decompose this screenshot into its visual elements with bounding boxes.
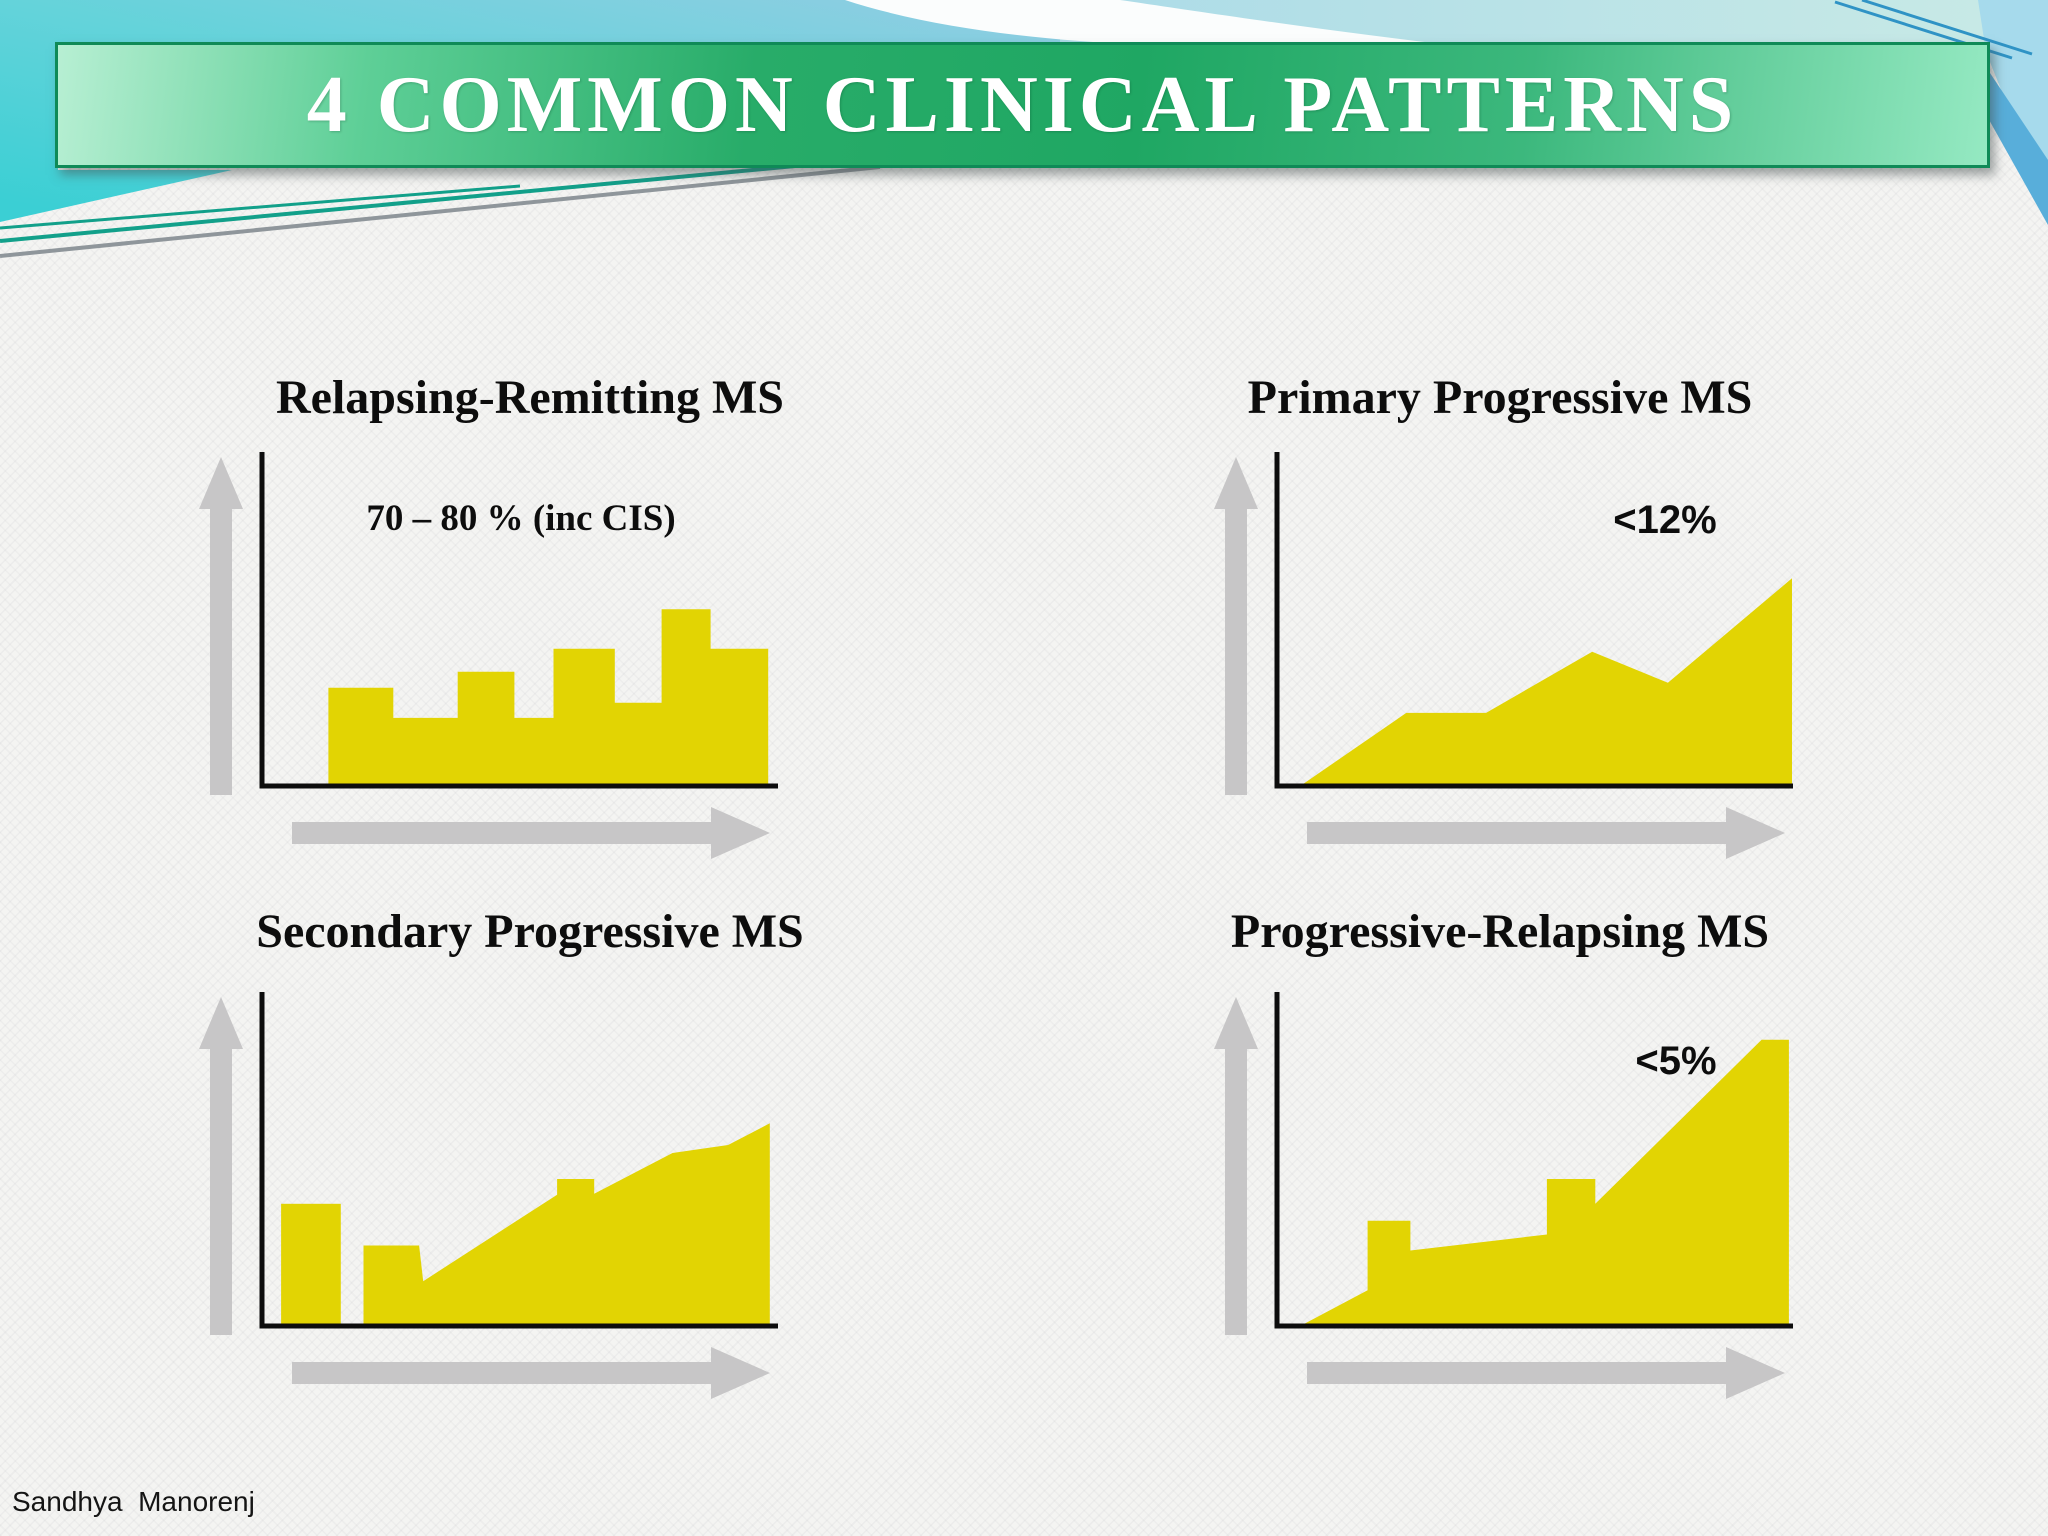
- chart-prms: [1214, 992, 1793, 1399]
- bg-teal-line-2: [0, 184, 521, 230]
- series-area: [328, 609, 769, 786]
- up-arrow-icon: [1214, 457, 1258, 795]
- series-area: [1300, 1039, 1789, 1326]
- right-arrow-icon: [292, 1347, 770, 1399]
- annotation-rrms: 70 – 80 % (inc CIS): [366, 498, 676, 539]
- chart-spms: [199, 992, 778, 1399]
- bg-teal-line-1: [0, 156, 881, 243]
- series-area: [1300, 578, 1792, 786]
- chart-title-prms: Progressive-Relapsing MS: [1230, 905, 1770, 958]
- series-polygon: [328, 609, 769, 786]
- bg-swoosh: [845, 0, 1470, 47]
- chart-rrms: [199, 452, 778, 859]
- right-arrow-icon: [292, 807, 770, 859]
- annotation-prms: <5%: [1635, 1039, 1717, 1083]
- chart-ppms: [1214, 452, 1793, 859]
- up-arrow-icon: [1214, 997, 1258, 1335]
- up-arrow-icon: [199, 997, 243, 1335]
- annotation-ppms: <12%: [1613, 498, 1717, 542]
- up-arrow-icon: [199, 457, 243, 795]
- right-arrow-icon: [1307, 807, 1785, 859]
- chart-title-ppms: Primary Progressive MS: [1247, 371, 1753, 424]
- series-polygon: [1300, 1039, 1789, 1326]
- title-banner: 4 COMMON CLINICAL PATTERNS: [55, 42, 1990, 168]
- bg-gray-line: [0, 165, 881, 258]
- background-decor: [0, 0, 2048, 258]
- series-bar: [281, 1203, 341, 1326]
- bg-corner-line-2: [1861, 0, 2033, 56]
- slide-title: 4 COMMON CLINICAL PATTERNS: [306, 60, 1739, 149]
- series-polygon: [1300, 578, 1792, 786]
- series-polygon: [363, 1123, 770, 1326]
- chart-title-rrms: Relapsing-Remitting MS: [276, 371, 784, 424]
- footer-author: Sandhya Manorenj: [12, 1486, 255, 1517]
- chart-title-spms: Secondary Progressive MS: [256, 905, 804, 958]
- series-area: [281, 1123, 770, 1326]
- bg-corner-stripe: [1988, 70, 2048, 225]
- right-arrow-icon: [1307, 1347, 1785, 1399]
